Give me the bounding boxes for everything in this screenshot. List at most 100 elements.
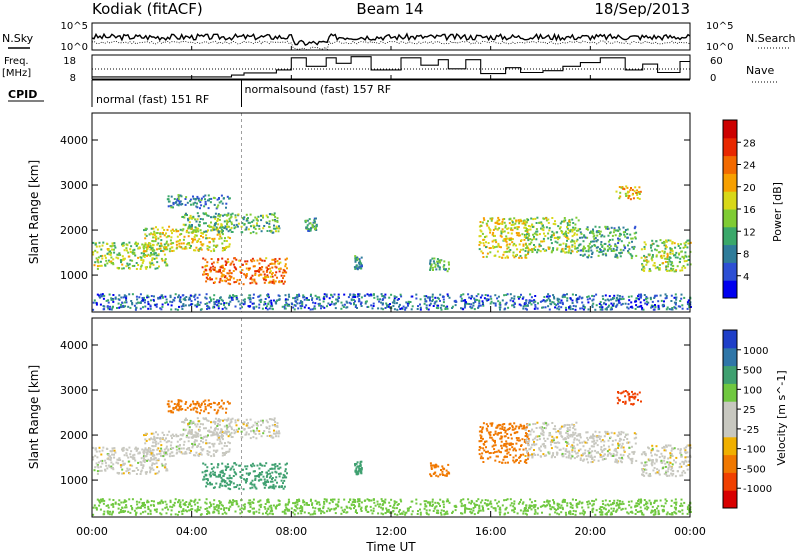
echo-cell [437, 304, 440, 307]
echo-cell [622, 438, 625, 441]
echo-cell [568, 247, 571, 250]
echo-cell [104, 469, 107, 472]
echo-cell [247, 296, 250, 299]
echo-cell [128, 267, 131, 270]
echo-cell [163, 439, 166, 442]
echo-cell [198, 453, 201, 456]
echo-cell [552, 222, 555, 225]
echo-cell [251, 257, 254, 260]
echo-cell [195, 410, 198, 413]
echo-cell [538, 435, 541, 438]
echo-cell [273, 212, 276, 215]
echo-cell [601, 450, 604, 453]
echo-cell [142, 260, 145, 262]
echo-cell [437, 297, 440, 300]
echo-cell [355, 259, 358, 262]
echo-cell [600, 304, 603, 307]
echo-cell [446, 305, 449, 308]
echo-cell [196, 212, 199, 215]
echo-cell [656, 266, 659, 269]
echo-cell [527, 430, 530, 432]
echo-cell [620, 298, 623, 301]
echo-cell [208, 246, 211, 249]
echo-cell [276, 432, 278, 435]
echo-cell [499, 306, 502, 309]
echo-cell [231, 260, 234, 263]
echo-cell [195, 439, 198, 442]
echo-cell [575, 240, 578, 243]
echo-cell [681, 460, 684, 463]
echo-cell [627, 295, 630, 298]
echo-cell [509, 422, 512, 425]
echo-cell [599, 308, 602, 311]
echo-cell [219, 440, 222, 443]
echo-cell [504, 238, 507, 241]
echo-cell [586, 228, 589, 231]
echo-cell [494, 432, 497, 435]
echo-cell [214, 217, 217, 220]
echo-cell [231, 436, 234, 438]
echo-cell [451, 307, 454, 309]
echo-cell [545, 422, 547, 425]
echo-cell [193, 441, 196, 443]
echo-cell [207, 229, 209, 232]
echo-cell [590, 461, 593, 464]
echo-cell [540, 432, 543, 435]
echo-cell [272, 299, 275, 302]
echo-cell [283, 305, 286, 308]
echo-cell [245, 418, 248, 421]
echo-cell [368, 294, 371, 296]
echo-cell [494, 227, 497, 230]
echo-cell [442, 298, 445, 301]
echo-cell [282, 282, 285, 285]
echo-cell [356, 461, 359, 464]
echo-cell [500, 447, 503, 450]
echo-cell [225, 407, 228, 410]
echo-cell [483, 244, 486, 247]
echo-cell [499, 301, 502, 304]
echo-cell [517, 232, 520, 235]
echo-cell [669, 251, 672, 254]
echo-cell [224, 484, 227, 487]
echo-cell [539, 455, 542, 458]
echo-cell [607, 248, 610, 251]
echo-cell [654, 248, 657, 251]
echo-cell [478, 440, 481, 443]
echo-cell [524, 459, 527, 462]
echo-cell [560, 425, 563, 428]
echo-cell [138, 452, 141, 455]
echo-cell [355, 265, 358, 268]
echo-cell [207, 274, 209, 277]
echo-cell [515, 425, 518, 428]
echo-cell [203, 273, 205, 276]
echo-cell [228, 450, 231, 453]
echo-cell [143, 296, 145, 299]
echo-cell [206, 450, 209, 452]
echo-cell [245, 433, 248, 436]
echo-cell [541, 433, 544, 436]
echo-cell [598, 431, 601, 434]
echo-cell [129, 250, 132, 253]
echo-cell [218, 237, 221, 240]
echo-cell [156, 232, 159, 234]
echo-cell [138, 301, 140, 304]
echo-cell [156, 453, 159, 456]
echo-cell [275, 302, 278, 305]
echo-cell [192, 400, 194, 403]
echo-cell [478, 302, 481, 305]
echo-cell [504, 444, 507, 447]
echo-cell [417, 305, 419, 308]
echo-cell [504, 307, 507, 310]
echo-cell [184, 212, 187, 215]
echo-cell [252, 297, 255, 299]
echo-cell [548, 227, 551, 230]
echo-cell [141, 466, 144, 469]
echo-cell [101, 244, 104, 247]
echo-cell [513, 295, 516, 298]
echo-cell [500, 230, 503, 233]
echo-cell [338, 297, 340, 299]
echo-cell [432, 464, 435, 467]
echo-cell [220, 194, 223, 197]
echo-cell [665, 240, 668, 243]
echo-cell [202, 437, 204, 440]
